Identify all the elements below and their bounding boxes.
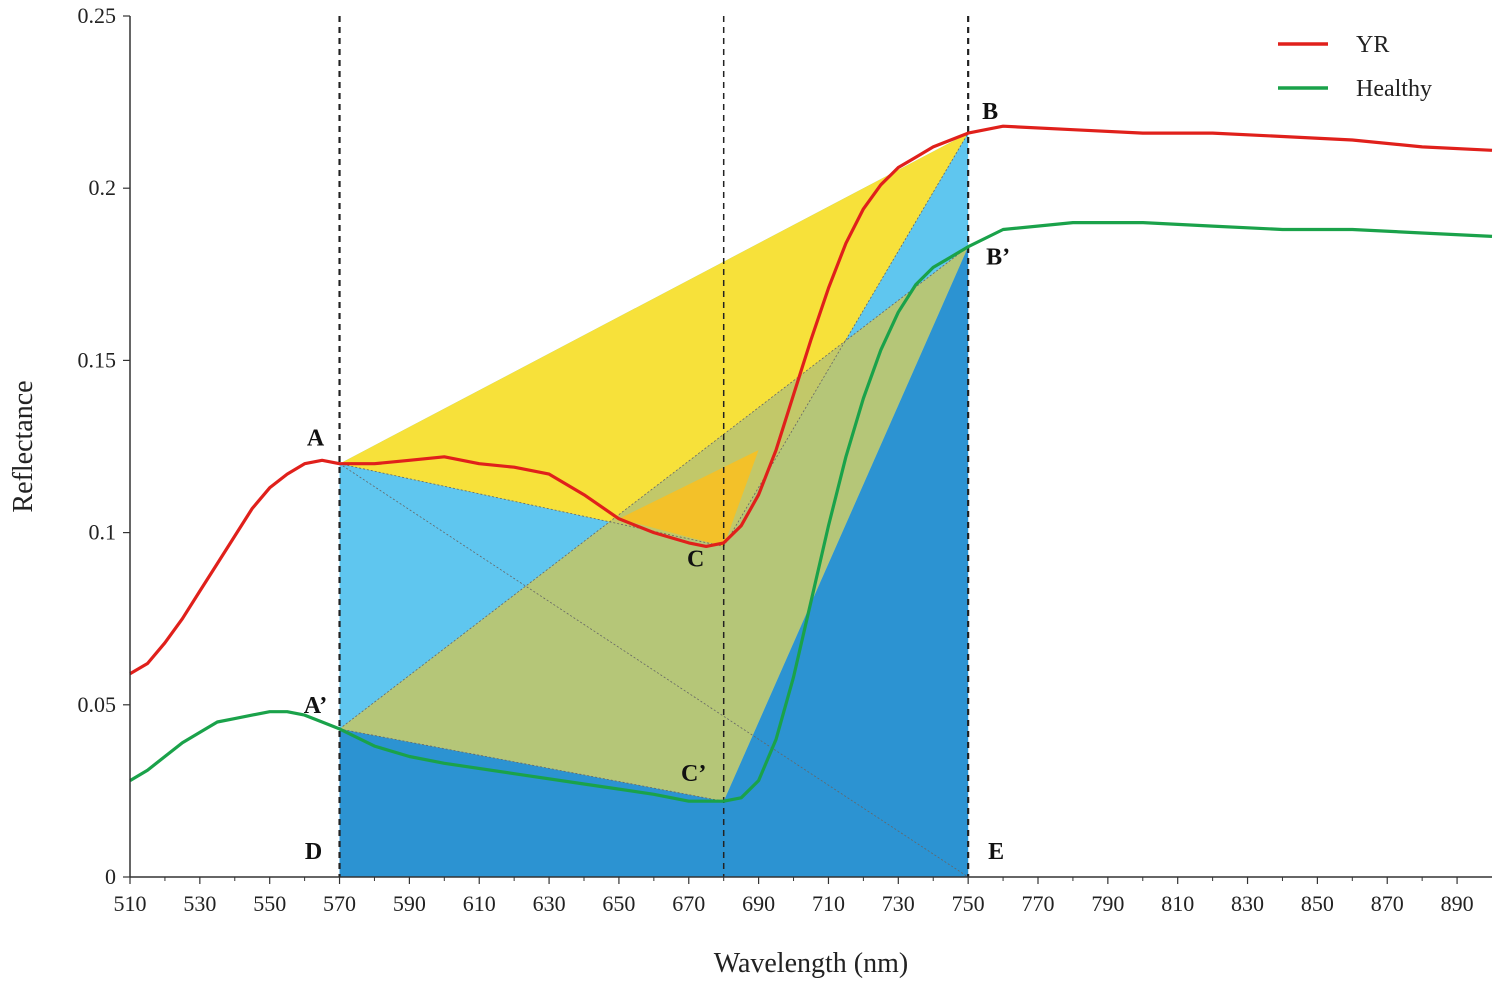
y-tick-label: 0.2 [89,175,117,200]
x-tick-label: 810 [1161,891,1194,916]
point-label: B [982,99,998,125]
x-tick-label: 710 [812,891,845,916]
legend-label: Healthy [1356,76,1432,102]
x-tick-label: 670 [672,891,705,916]
x-tick-label: 650 [602,891,635,916]
x-tick-label: 510 [114,891,147,916]
triangle-regions [339,132,969,878]
region-edge-2 [339,246,969,730]
x-tick-label: 550 [253,891,286,916]
x-ticks: 510 530 550 570 590 610 630 650 670 690 710 730 750 7… [114,877,1474,916]
y-tick-label: 0.1 [89,520,117,545]
y-tick-label: 0.15 [78,347,117,372]
point-labels: A B C A’ B’ C’ D E [304,99,1010,865]
x-tick-label: 890 [1441,891,1474,916]
point-label: A’ [304,693,328,719]
point-label: C [687,546,704,572]
x-axis-title: Wavelength (nm) [714,948,908,979]
region-dark-blue [339,246,969,878]
x-tick-label: 770 [1022,891,1055,916]
point-label: D [305,839,322,865]
point-label: C’ [681,761,706,787]
vertical-markers [338,16,970,877]
x-tick-label: 730 [882,891,915,916]
series-line-healthy [129,221,1493,803]
x-tick-label: 590 [393,891,426,916]
point-label: B’ [986,245,1010,271]
point-label: E [988,839,1004,865]
series-lines [129,124,1493,803]
region-edge-0 [339,463,724,547]
axes [129,16,1492,878]
x-tick-label: 530 [183,891,216,916]
series-line-yr [129,124,1493,676]
x-tick-label: 610 [463,891,496,916]
region-edge-4 [339,728,724,802]
x-tick-label: 570 [323,891,356,916]
y-tick-label: 0 [105,864,116,889]
x-tick-label: 750 [952,891,985,916]
x-tick-label: 850 [1301,891,1334,916]
x-tick-label: 690 [742,891,775,916]
x-tick-label: 870 [1371,891,1404,916]
point-label: A [307,426,325,452]
region-edge-3 [339,463,969,878]
y-ticks: 0 0.05 0.1 0.15 0.2 0.25 [78,3,130,889]
y-tick-label: 0.05 [78,692,117,717]
y-tick-label: 0.25 [78,3,117,28]
y-axis-title: Reflectance [8,380,39,512]
region-yellow-triangle [339,133,969,547]
legend: YR Healthy [1278,32,1432,102]
x-tick-label: 790 [1091,891,1124,916]
x-tick-label: 630 [533,891,566,916]
x-tick-label: 830 [1231,891,1264,916]
legend-label: YR [1356,32,1389,58]
